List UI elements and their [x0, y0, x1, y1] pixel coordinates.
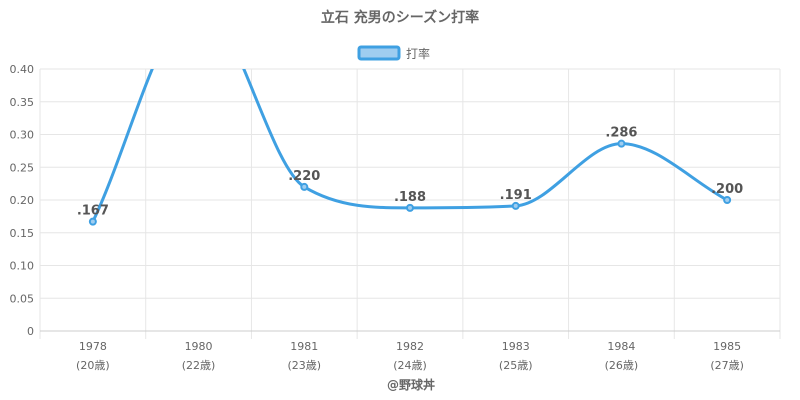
- x-tick-label: 1980: [185, 340, 213, 353]
- data-label: .167: [77, 204, 109, 219]
- x-tick-sublabel: (20歳): [76, 359, 110, 372]
- legend[interactable]: 打率: [357, 45, 430, 61]
- data-point: [723, 196, 732, 204]
- data-point: [617, 139, 626, 148]
- y-tick-label: 0.15: [10, 227, 35, 240]
- y-tick-label: 0.30: [10, 129, 35, 142]
- x-tick-label: 1985: [713, 340, 741, 353]
- data-label: .200: [711, 182, 743, 197]
- y-axis: 0 0.05 0.10 0.15 0.20 0.25 0.30 0.35 0.40: [10, 63, 35, 338]
- data-point: [300, 182, 309, 191]
- data-label: .191: [500, 188, 532, 203]
- x-tick-label: 1984: [607, 340, 635, 353]
- series-line-group: [88, 69, 732, 226]
- data-label: .220: [288, 169, 320, 184]
- y-tick-label: 0.10: [10, 260, 35, 273]
- x-axis: 1978 (20歳) 1980 (22歳) 1981 (23歳) 1982 (24歳) 1983…: [76, 340, 744, 372]
- data-label: .286: [605, 126, 637, 141]
- data-label: .188: [394, 190, 426, 205]
- data-point: [511, 201, 520, 210]
- data-labels: .167 .220 .188 .191 .286 .200: [77, 126, 743, 219]
- y-tick-label: 0: [27, 325, 34, 338]
- x-tick-sublabel: (23歳): [287, 359, 321, 372]
- legend-label: 打率: [406, 46, 430, 61]
- x-tick-label: 1978: [79, 340, 107, 353]
- x-tick-sublabel: (26歳): [605, 359, 639, 372]
- data-point: [406, 203, 414, 212]
- credit: @野球丼: [387, 377, 435, 392]
- y-tick-label: 0.25: [10, 161, 35, 174]
- y-tick-label: 0.35: [10, 96, 35, 109]
- y-tick-label: 0.20: [10, 194, 35, 207]
- data-point: [88, 217, 97, 226]
- x-tick-sublabel: (24歳): [393, 359, 427, 372]
- chart-title: 立石 充男のシーズン打率: [321, 9, 479, 26]
- y-tick-label: 0.05: [10, 292, 35, 305]
- x-tick-label: 1983: [502, 340, 530, 353]
- y-tick-label: 0.40: [10, 63, 35, 76]
- x-tick-sublabel: (22歳): [182, 359, 216, 372]
- x-tick-sublabel: (25歳): [499, 359, 533, 372]
- x-tick-label: 1982: [396, 340, 424, 353]
- x-tick-label: 1981: [290, 340, 318, 353]
- x-tick-sublabel: (27歳): [710, 359, 744, 372]
- legend-swatch: [357, 45, 401, 61]
